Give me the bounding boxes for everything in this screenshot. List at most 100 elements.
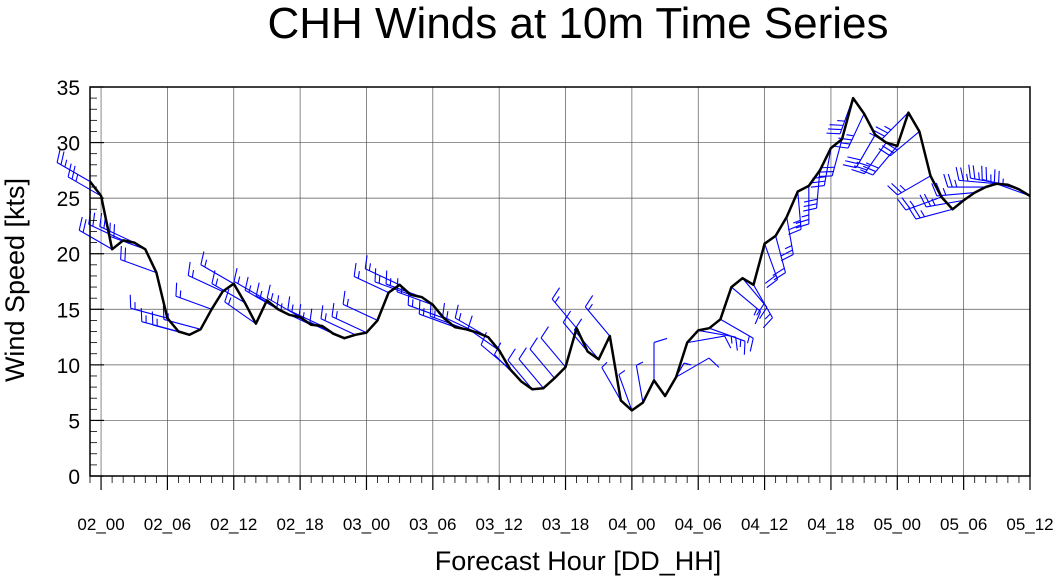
- barb-feather: [244, 276, 249, 291]
- barb-feather: [342, 290, 346, 305]
- wind-barb: [742, 277, 768, 319]
- barb-shaft: [266, 297, 301, 318]
- barb-feather: [529, 337, 538, 350]
- barb-feather: [878, 148, 891, 157]
- barb-feather: [309, 308, 313, 323]
- barb-feather: [795, 218, 809, 224]
- barb-half-feather: [291, 304, 294, 312]
- barb-feather: [735, 336, 738, 351]
- barb-shaft: [573, 329, 600, 360]
- grid-lines: [90, 87, 1031, 476]
- barb-shaft: [120, 259, 157, 274]
- x-tick-label: 02_06: [144, 515, 191, 534]
- x-tick-label: 03_06: [409, 515, 456, 534]
- x-tick-label: 04_12: [741, 515, 788, 534]
- wind-barb: [842, 134, 876, 169]
- barb-shaft: [175, 295, 212, 310]
- barb-half-feather: [793, 219, 801, 224]
- barb-shaft: [540, 337, 566, 368]
- barb-feather: [764, 274, 777, 284]
- barb-feather: [865, 162, 879, 169]
- x-tick-label: 02_12: [210, 515, 257, 534]
- barb-shaft: [407, 304, 445, 319]
- barb-half-feather: [954, 179, 958, 188]
- barb-feather: [773, 272, 786, 281]
- barb-feather: [901, 197, 911, 209]
- barb-feather: [968, 164, 972, 179]
- barb-feather: [829, 124, 844, 126]
- wind-barb: [772, 235, 787, 281]
- wind-barb: [418, 300, 456, 328]
- barb-feather: [863, 165, 876, 173]
- barb-feather: [960, 167, 964, 181]
- wind-barb: [731, 286, 762, 325]
- wind-barb: [211, 270, 246, 304]
- wind-barb: [518, 347, 544, 389]
- barb-half-feather: [683, 362, 692, 366]
- barb-half-feather: [259, 290, 263, 299]
- barb-half-feather: [411, 299, 414, 307]
- barb-shaft: [584, 306, 611, 337]
- wind-barb: [562, 310, 589, 352]
- barb-half-feather: [846, 134, 854, 137]
- barb-shaft: [562, 322, 589, 352]
- barb-half-feather: [368, 263, 372, 271]
- barb-feather: [518, 347, 527, 360]
- barb-shaft: [529, 348, 555, 379]
- wind-barb: [364, 255, 400, 286]
- barb-shaft: [709, 327, 746, 342]
- barb-half-feather: [335, 311, 338, 319]
- barb-half-feather: [801, 214, 809, 218]
- y-tick-label: 10: [57, 355, 80, 378]
- barb-half-feather: [346, 298, 349, 307]
- barb-half-feather: [601, 361, 608, 368]
- barb-half-feather: [587, 303, 593, 311]
- barb-feather: [454, 304, 459, 319]
- barb-feather: [772, 267, 785, 276]
- barb-half-feather: [227, 297, 232, 305]
- barb-feather: [67, 163, 72, 178]
- barb-feather: [353, 263, 357, 277]
- barb-feather: [811, 180, 826, 184]
- barb-feather: [856, 161, 870, 167]
- x-tick-label: 04_00: [608, 515, 655, 534]
- barb-feather: [551, 287, 561, 300]
- wind-barb: [175, 282, 212, 310]
- barb-shaft: [364, 268, 400, 286]
- wind-barb: [120, 245, 157, 274]
- wind-barb: [573, 318, 600, 360]
- barb-shaft: [200, 264, 235, 285]
- wind-barb: [919, 193, 964, 208]
- barb-feather: [931, 183, 938, 197]
- barb-feather: [872, 129, 885, 137]
- barb-feather: [787, 224, 801, 231]
- barb-half-feather: [422, 308, 425, 316]
- barb-half-feather: [618, 369, 626, 376]
- wind-barb: [309, 308, 345, 339]
- wind-barb: [140, 308, 179, 333]
- wind-barb: [860, 145, 898, 176]
- barb-feather: [429, 302, 432, 317]
- y-tick-label: 5: [68, 410, 80, 433]
- barb-half-feather: [204, 259, 208, 268]
- barb-feather: [947, 173, 953, 188]
- barb-feather: [827, 128, 842, 131]
- x-tick-label: 03_12: [476, 515, 523, 534]
- wind-barb: [687, 335, 732, 349]
- wind-barbs: [56, 97, 1031, 411]
- barb-feather: [442, 303, 446, 317]
- wind-barb: [908, 206, 953, 220]
- barb-feather: [113, 224, 116, 238]
- barb-shaft: [831, 139, 843, 177]
- barb-shaft: [687, 335, 725, 344]
- barb-feather: [56, 149, 61, 163]
- barb-shaft: [635, 365, 644, 403]
- x-tick-label: 05_06: [940, 515, 987, 534]
- barb-shaft: [823, 148, 832, 186]
- barb-shaft: [897, 175, 931, 196]
- barb-half-feather: [884, 125, 892, 131]
- barb-feather: [749, 338, 754, 352]
- barb-half-feather: [753, 308, 758, 316]
- wind-barb: [720, 318, 754, 352]
- barb-shaft: [881, 112, 909, 140]
